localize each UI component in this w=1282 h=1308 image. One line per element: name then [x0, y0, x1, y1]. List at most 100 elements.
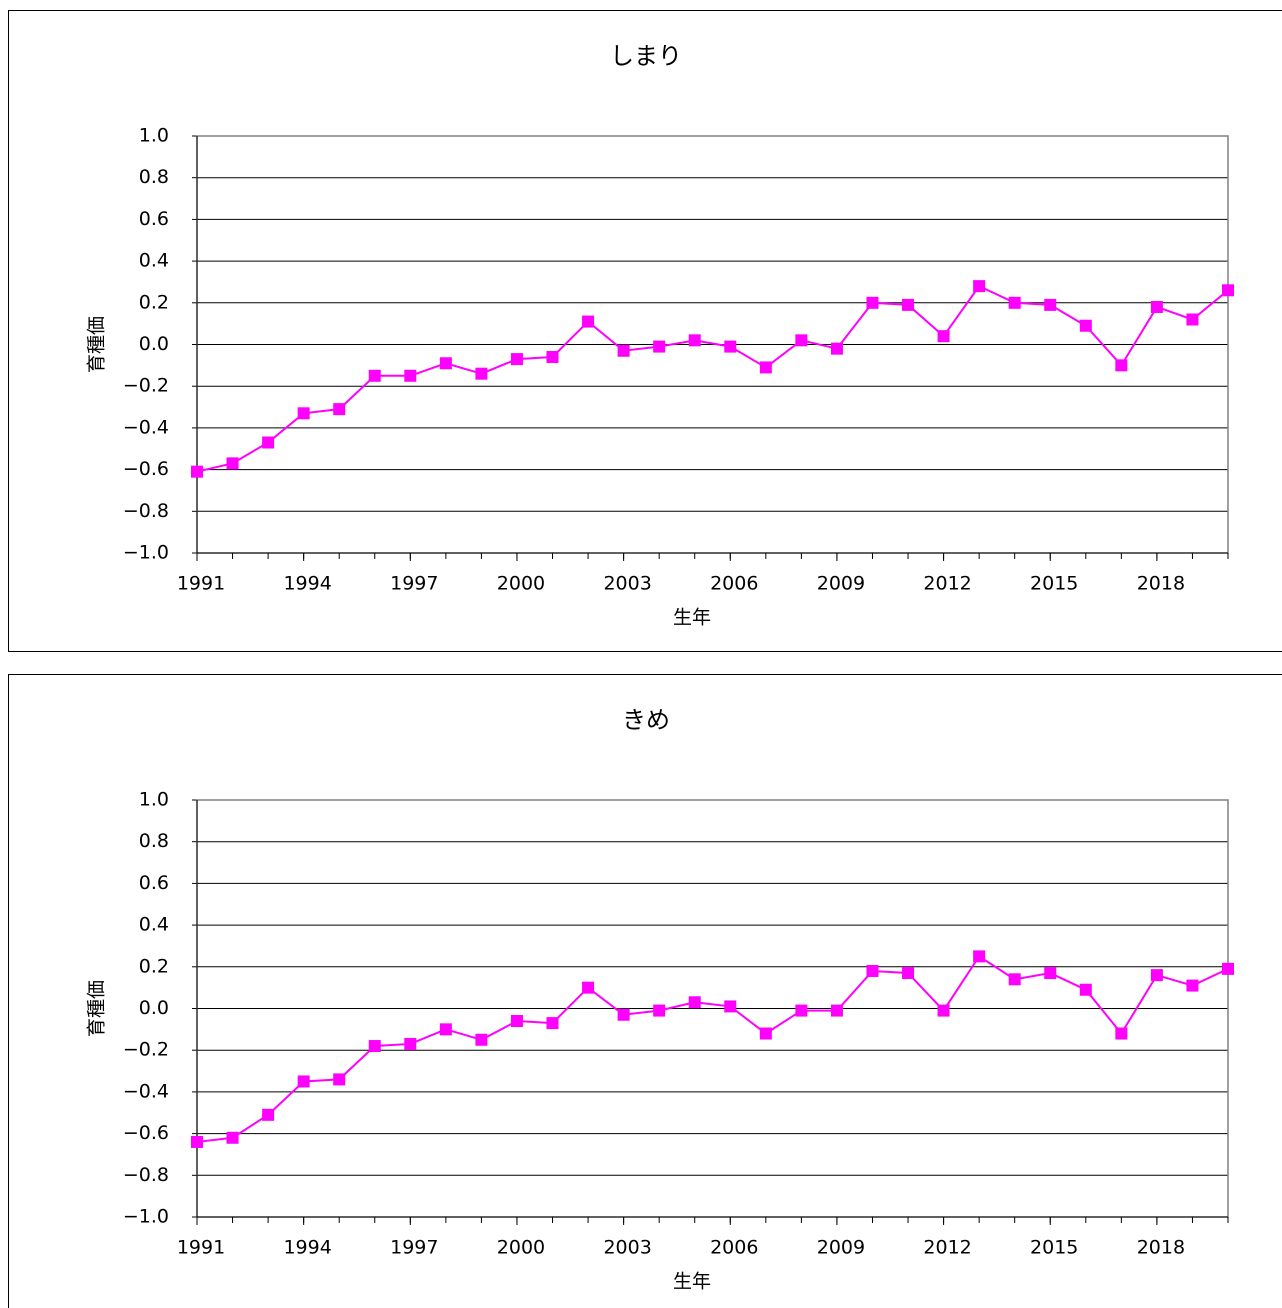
point-marker: [333, 1073, 346, 1086]
point-marker: [688, 334, 701, 347]
y-tick-label: −0.8: [123, 500, 169, 522]
x-tick-label: 2006: [710, 573, 758, 595]
point-marker: [688, 996, 701, 1009]
y-tick-label: 0.4: [139, 914, 169, 936]
x-tick-label: 2000: [497, 573, 545, 595]
point-marker: [191, 1135, 203, 1148]
point-marker: [404, 1037, 417, 1050]
x-tick-label: 2003: [603, 1237, 651, 1259]
chart: きめ −1.0 −0.8 −0.6 −0.4 −0.2 0.0 0.2 0.4 0.6 0.8 1.0…: [8, 674, 1282, 1308]
y-tick-label: 0.2: [139, 955, 169, 977]
point-marker: [617, 1008, 630, 1021]
point-marker: [1008, 296, 1021, 309]
x-tick-label: 2018: [1137, 573, 1185, 595]
point-marker: [830, 1004, 843, 1017]
point-marker: [617, 344, 630, 357]
point-marker: [1115, 1027, 1128, 1040]
point-marker: [368, 1040, 381, 1053]
point-marker: [439, 1023, 452, 1036]
point-marker: [546, 1017, 559, 1030]
x-tick-label: 1997: [390, 1237, 438, 1259]
x-tick-label: 2000: [497, 1237, 545, 1259]
point-marker: [510, 1015, 523, 1028]
y-tick-label: −0.6: [123, 1122, 169, 1144]
y-tick-label: 1.0: [139, 125, 169, 147]
point-marker: [1222, 284, 1234, 297]
point-marker: [1115, 359, 1128, 372]
point-marker: [1186, 979, 1199, 992]
y-tick-label: 0.2: [139, 291, 169, 313]
point-marker: [724, 1000, 737, 1013]
point-marker: [582, 315, 595, 328]
point-marker: [510, 353, 523, 366]
point-marker: [262, 1108, 275, 1121]
chart-frame: [8, 10, 1282, 652]
point-marker: [795, 1004, 808, 1017]
point-marker: [1079, 983, 1092, 996]
x-tick-label: 2012: [923, 1237, 971, 1259]
y-tick-label: 0.6: [139, 872, 169, 894]
point-marker: [226, 1131, 239, 1144]
x-tick-label: 2009: [817, 573, 865, 595]
point-marker: [1222, 962, 1234, 975]
point-marker: [297, 407, 310, 420]
y-tick-label: 0.4: [139, 250, 169, 272]
point-marker: [226, 457, 239, 470]
x-tick-label: 2006: [710, 1237, 758, 1259]
point-marker: [1008, 973, 1021, 986]
point-marker: [333, 403, 346, 416]
point-marker: [866, 964, 879, 977]
x-tick-label: 2018: [1137, 1237, 1185, 1259]
point-marker: [546, 351, 559, 364]
point-marker: [653, 340, 666, 353]
y-tick-label: −0.2: [123, 375, 169, 397]
point-marker: [1150, 969, 1163, 982]
point-marker: [937, 1004, 950, 1017]
y-tick-label: 0.6: [139, 208, 169, 230]
chart: しまり −1.0 −0.8 −0.6 −0.4 −0.2 0.0 0.2 0.4 0.6 0.8 1.…: [8, 10, 1282, 652]
point-marker: [1079, 319, 1092, 332]
point-marker: [973, 950, 986, 963]
point-marker: [1150, 300, 1163, 313]
y-tick-label: −1.0: [123, 1206, 169, 1228]
point-marker: [902, 298, 915, 311]
y-tick-label: 1.0: [139, 789, 169, 811]
y-tick-label: −0.4: [123, 416, 169, 438]
y-tick-label: −0.6: [123, 458, 169, 480]
point-marker: [902, 967, 915, 980]
x-tick-label: 1997: [390, 573, 438, 595]
x-tick-label: 2003: [603, 573, 651, 595]
x-tick-label: 2009: [817, 1237, 865, 1259]
y-axis-title: 育種価: [86, 316, 108, 373]
x-tick-label: 2012: [923, 573, 971, 595]
point-marker: [795, 334, 808, 347]
x-tick-label: 1991: [177, 573, 225, 595]
y-tick-label: −1.0: [123, 542, 169, 564]
point-marker: [866, 296, 879, 309]
point-marker: [368, 369, 381, 382]
y-tick-label: −0.8: [123, 1164, 169, 1186]
point-marker: [759, 361, 772, 374]
point-marker: [582, 981, 595, 994]
y-tick-label: −0.2: [123, 1039, 169, 1061]
x-tick-label: 1994: [283, 1237, 331, 1259]
y-tick-label: 0.0: [139, 333, 169, 355]
x-tick-label: 1991: [177, 1237, 225, 1259]
y-tick-label: 0.0: [139, 997, 169, 1019]
point-marker: [404, 369, 417, 382]
y-axis-title: 育種価: [86, 980, 108, 1037]
chart-frame: [8, 674, 1282, 1308]
point-marker: [1044, 298, 1057, 311]
point-marker: [830, 342, 843, 355]
y-tick-label: 0.8: [139, 166, 169, 188]
point-marker: [297, 1075, 310, 1088]
point-marker: [191, 465, 203, 478]
x-tick-label: 2015: [1030, 1237, 1078, 1259]
x-tick-label: 1994: [283, 573, 331, 595]
point-marker: [759, 1027, 772, 1040]
point-marker: [262, 436, 275, 449]
x-axis-title: 生年: [673, 1271, 711, 1293]
point-marker: [653, 1004, 666, 1017]
point-marker: [475, 1033, 488, 1046]
